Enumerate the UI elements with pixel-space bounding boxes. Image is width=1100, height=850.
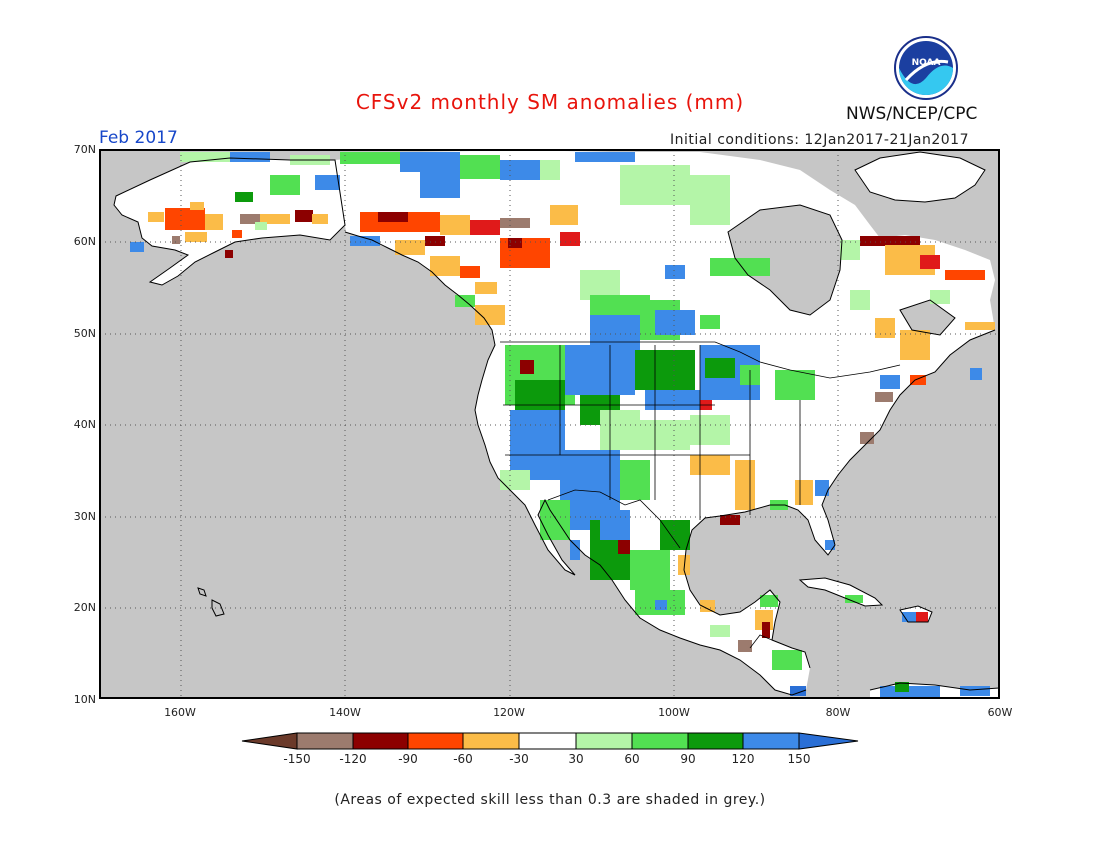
colorbar-swatch	[631, 732, 689, 750]
colorbar-tick-label: 30	[568, 752, 584, 766]
lat-label-40n: 40N	[73, 418, 96, 431]
colorbar-swatch	[462, 732, 520, 750]
noaa-logo-text: NOAA	[912, 58, 941, 68]
colorbar-tick-label: -30	[509, 752, 529, 766]
anomaly-shading	[130, 152, 995, 698]
coastlines	[113, 151, 1000, 696]
lon-label-120w: 120W	[493, 706, 525, 719]
hudson-bay	[728, 205, 842, 315]
colorbar-swatch	[575, 732, 633, 750]
forecast-period: Feb 2017	[99, 128, 178, 148]
colorbar-tick-label: 120	[731, 752, 755, 766]
lat-label-70n: 70N	[73, 143, 96, 156]
agency-label: NWS/NCEP/CPC	[846, 104, 978, 124]
gulf-st-lawrence	[900, 300, 955, 335]
colorbar-tick-label: 150	[787, 752, 811, 766]
lon-label-140w: 140W	[329, 706, 361, 719]
colorbar-tick-label: -150	[283, 752, 311, 766]
lon-label-100w: 100W	[658, 706, 690, 719]
lat-label-60n: 60N	[73, 235, 96, 248]
colorbar-tick-label: 60	[624, 752, 640, 766]
map-frame	[99, 149, 1000, 699]
colorbar-swatch	[407, 732, 464, 750]
colorbar-swatch	[296, 732, 354, 750]
lat-label-50n: 50N	[73, 327, 96, 340]
colorbar-low-arrow	[241, 732, 298, 750]
lat-label-10n: 10N	[73, 693, 96, 706]
political-borders	[500, 341, 901, 649]
colorbar-tick-label: -90	[398, 752, 418, 766]
colorbar-tick-label: -60	[453, 752, 473, 766]
colorbar-swatch	[687, 732, 744, 750]
footnote: (Areas of expected skill less than 0.3 a…	[334, 792, 766, 808]
noaa-logo: NOAA	[894, 36, 958, 100]
lon-label-80w: 80W	[825, 706, 851, 719]
colorbar	[241, 732, 859, 750]
map-title: CFSv2 monthly SM anomalies (mm)	[355, 90, 745, 114]
colorbar-swatch	[352, 732, 409, 750]
colorbar-high-arrow	[798, 732, 859, 750]
initial-conditions: Initial conditions: 12Jan2017-21Jan2017	[670, 132, 969, 148]
colorbar-tick-label: -120	[339, 752, 367, 766]
colorbar-swatch	[518, 732, 577, 750]
lon-label-160w: 160W	[164, 706, 196, 719]
lat-label-20n: 20N	[73, 601, 96, 614]
colorbar-tick-label: 90	[680, 752, 696, 766]
colorbar-swatch	[742, 732, 800, 750]
lat-label-30n: 30N	[73, 510, 96, 523]
lon-label-60w: 60W	[987, 706, 1013, 719]
